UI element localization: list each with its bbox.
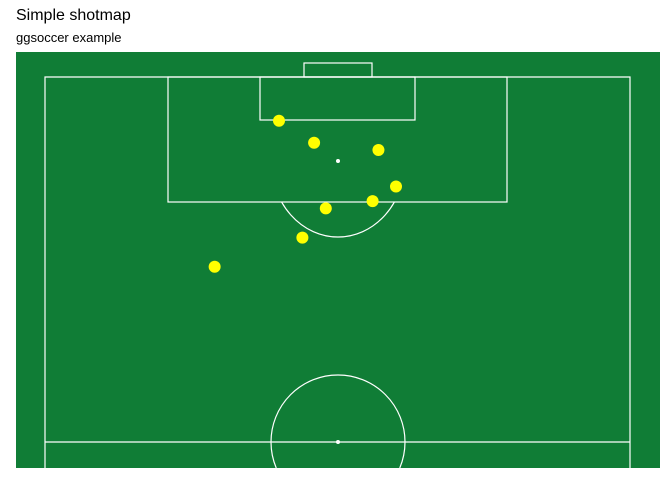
shot-point-8: [308, 136, 321, 149]
shot-points: [208, 114, 402, 273]
center-spot: [336, 440, 340, 444]
shot-point-4: [296, 231, 309, 244]
chart-subtitle: ggsoccer example: [16, 30, 122, 45]
shot-point-6: [208, 260, 221, 273]
shot-point-1: [372, 144, 385, 156]
pitch: [16, 52, 660, 469]
pitch-background: [16, 52, 660, 468]
shot-point-3: [319, 202, 332, 215]
shot-point-7: [273, 114, 285, 127]
goal: [303, 62, 373, 78]
penalty-arc: [280, 202, 396, 238]
center-circle: [270, 374, 406, 469]
shot-point-5: [366, 195, 379, 208]
penalty-spot: [336, 159, 340, 163]
chart-title: Simple shotmap: [16, 7, 131, 24]
shot-point-2: [390, 180, 402, 193]
